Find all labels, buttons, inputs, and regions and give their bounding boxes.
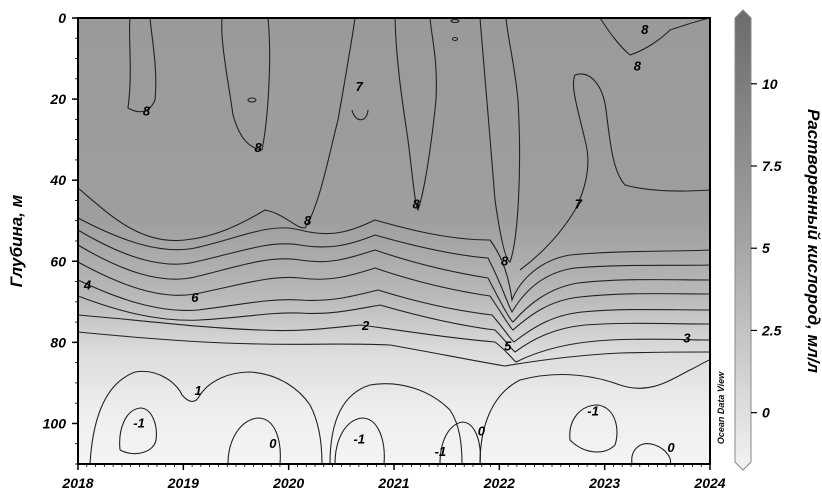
x-tick-label: 2021	[377, 475, 409, 491]
watermark: Ocean Data View	[716, 371, 726, 444]
contour-label: 8	[143, 103, 151, 118]
y-tick-label: 60	[50, 253, 66, 269]
contour-label: 2	[361, 318, 370, 333]
contour-label: 0	[478, 424, 486, 439]
contour-label: -1	[587, 403, 599, 418]
contour-label: 4	[83, 278, 92, 293]
colorbar-title: Растворенный кислород, мл/л	[804, 109, 822, 373]
colorbar-tick-label: 7.5	[762, 158, 782, 174]
contour-label: 7	[356, 79, 364, 94]
y-tick-label: 20	[49, 91, 66, 107]
contour-label: 8	[641, 22, 649, 37]
contour-label: 3	[683, 330, 691, 345]
contour-label: 8	[255, 140, 263, 155]
colorbar-tick-label: 0	[762, 405, 770, 421]
contour-label: 0	[269, 436, 277, 451]
contour-label: 1	[194, 383, 201, 398]
contour-label: 5	[504, 338, 512, 353]
contour-label: 8	[413, 197, 421, 212]
x-tick-label: 2024	[693, 475, 725, 491]
contour-label: 6	[191, 290, 199, 305]
x-tick-label: 2020	[272, 475, 304, 491]
contour-label-layer: 8 8 7 8 8 8 7 8 8 4 6 2 5 3 1 -1 0 -1 -1 0 -1 0	[83, 22, 691, 459]
x-tick-label: 2023	[588, 475, 620, 491]
colorbar-ticks: 10 7.5 5 2.5 0	[751, 76, 782, 421]
y-axis-title: Глубина, м	[7, 194, 26, 287]
y-axis: 0 20 40 60 80 100	[43, 10, 78, 465]
y-tick-label: 40	[49, 172, 66, 188]
y-tick-label: 0	[58, 10, 66, 26]
y-tick-label: 100	[43, 415, 67, 431]
x-axis: 2018 2019 2020 2021 2022 2023 2024	[61, 464, 726, 491]
contour-label: 8	[501, 253, 509, 268]
plot-field	[78, 18, 710, 464]
contour-label: -1	[353, 432, 365, 447]
contour-label: -1	[133, 416, 145, 431]
contour-label: 8	[634, 59, 642, 74]
x-tick-label: 2018	[61, 475, 93, 491]
contour-label: 8	[304, 213, 312, 228]
colorbar-tick-label: 2.5	[761, 322, 782, 338]
contour-lines	[77, 17, 711, 465]
colorbar	[734, 9, 752, 471]
x-tick-label: 2019	[167, 475, 199, 491]
colorbar-tick-label: 10	[762, 76, 778, 92]
colorbar-tick-label: 5	[762, 240, 770, 256]
contour-label: -1	[435, 444, 447, 459]
x-tick-label: 2022	[483, 475, 515, 491]
y-tick-label: 80	[50, 334, 66, 350]
contour-label: 0	[667, 440, 675, 455]
contour-label: 7	[575, 197, 583, 212]
